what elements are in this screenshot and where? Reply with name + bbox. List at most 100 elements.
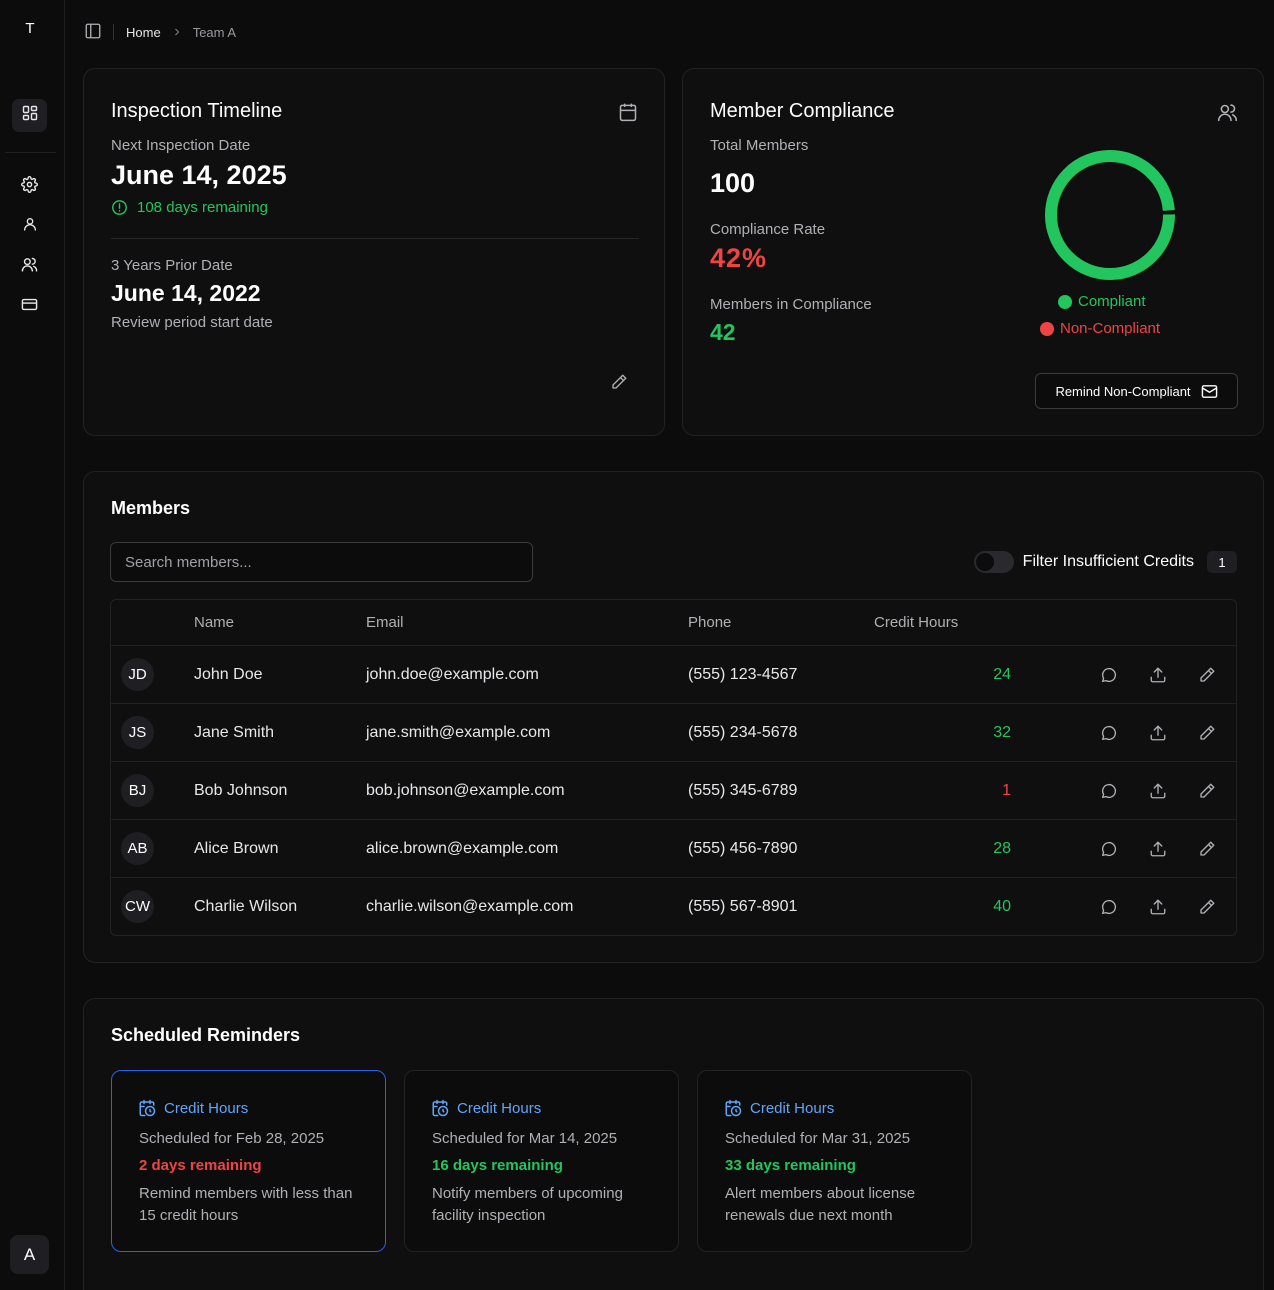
- members-in-compliance-label: Members in Compliance: [710, 296, 872, 313]
- member-avatar: CW: [121, 890, 154, 923]
- credit-card-icon: [21, 296, 38, 318]
- filter-toggle[interactable]: [973, 551, 1014, 573]
- member-credit-hours: 28: [993, 839, 1011, 857]
- sidebar-item-settings[interactable]: [12, 170, 47, 203]
- sidebar-item-profile[interactable]: [12, 210, 47, 243]
- reminder-description: Notify members of upcoming facility insp…: [432, 1185, 623, 1224]
- breadcrumb-current: Team A: [192, 24, 237, 40]
- column-header-phone[interactable]: Phone: [688, 614, 732, 631]
- user-avatar[interactable]: A: [10, 1235, 49, 1274]
- remind-button-label: Remind Non-Compliant: [1055, 383, 1191, 399]
- member-phone: (555) 234-5678: [688, 723, 798, 741]
- reminder-type: Credit Hours: [457, 1099, 542, 1117]
- calendar-icon: [617, 101, 639, 123]
- prior-date: June 14, 2022: [111, 280, 261, 306]
- member-credit-hours: 40: [993, 897, 1011, 915]
- edit-member-button[interactable]: [1197, 781, 1217, 801]
- calendar-clock-icon: [138, 1099, 156, 1117]
- message-circle-icon: [1100, 782, 1118, 800]
- toggle-knob: [975, 553, 994, 571]
- edit-inspection-button[interactable]: [608, 371, 630, 393]
- mail-icon: [1201, 383, 1218, 400]
- column-header-credit-hours[interactable]: Credit Hours: [874, 614, 959, 631]
- reminder-description: Alert members about license renewals due…: [725, 1185, 916, 1224]
- upload-icon: [1149, 782, 1167, 800]
- scheduled-reminders-card: Scheduled Reminders Credit Hours Schedul…: [83, 998, 1264, 1290]
- filter-count-badge: 1: [1207, 551, 1237, 573]
- message-member-button[interactable]: [1099, 781, 1119, 801]
- row-actions: [1099, 820, 1217, 877]
- breadcrumb: Home Team A: [126, 25, 236, 40]
- upload-button[interactable]: [1148, 665, 1168, 685]
- member-name: Bob Johnson: [194, 781, 288, 799]
- breadcrumb-home[interactable]: Home: [126, 24, 161, 40]
- message-circle-icon: [1100, 898, 1118, 916]
- member-avatar: JD: [121, 658, 154, 691]
- reminder-card[interactable]: Credit Hours Scheduled for Mar 14, 2025 …: [404, 1070, 679, 1252]
- member-phone: (555) 123-4567: [688, 665, 798, 683]
- pencil-icon: [1198, 840, 1216, 858]
- member-name: Jane Smith: [194, 723, 275, 741]
- row-actions: [1099, 878, 1217, 935]
- member-name: John Doe: [194, 665, 263, 683]
- message-member-button[interactable]: [1099, 897, 1119, 917]
- next-inspection-label: Next Inspection Date: [111, 137, 251, 154]
- member-email: jane.smith@example.com: [366, 723, 551, 741]
- calendar-clock-icon: [431, 1099, 449, 1117]
- message-member-button[interactable]: [1099, 839, 1119, 859]
- compliance-title: Member Compliance: [710, 100, 895, 122]
- sidebar-toggle-button[interactable]: [83, 22, 103, 42]
- upload-icon: [1149, 840, 1167, 858]
- upload-icon: [1149, 666, 1167, 684]
- edit-member-button[interactable]: [1197, 839, 1217, 859]
- column-header-email[interactable]: Email: [366, 614, 404, 631]
- compliance-donut-chart: [1045, 150, 1175, 280]
- remind-non-compliant-button[interactable]: Remind Non-Compliant: [1035, 373, 1238, 409]
- column-header-name[interactable]: Name: [194, 614, 235, 631]
- member-name: Alice Brown: [194, 839, 279, 857]
- reminder-type: Credit Hours: [750, 1099, 835, 1117]
- reminder-days-remaining: 2 days remaining: [139, 1157, 262, 1174]
- reminder-scheduled: Scheduled for Mar 14, 2025: [432, 1130, 618, 1147]
- reminder-type: Credit Hours: [164, 1099, 249, 1117]
- pencil-icon: [610, 373, 628, 391]
- compliance-rate-value: 42%: [710, 243, 768, 273]
- upload-button[interactable]: [1148, 839, 1168, 859]
- users-icon: [21, 256, 38, 278]
- reminder-days-remaining: 16 days remaining: [432, 1157, 563, 1174]
- search-members-input[interactable]: [110, 542, 533, 582]
- reminder-card[interactable]: Credit Hours Scheduled for Mar 31, 2025 …: [697, 1070, 972, 1252]
- reminder-days-remaining: 33 days remaining: [725, 1157, 856, 1174]
- topbar-divider: [113, 24, 114, 40]
- review-note: Review period start date: [111, 314, 273, 331]
- upload-button[interactable]: [1148, 897, 1168, 917]
- reminders-title: Scheduled Reminders: [111, 1025, 301, 1045]
- edit-member-button[interactable]: [1197, 665, 1217, 685]
- member-email: bob.johnson@example.com: [366, 781, 565, 799]
- top-bar: Home Team A: [83, 22, 236, 42]
- table-row: AB Alice Brown alice.brown@example.com (…: [111, 819, 1236, 877]
- member-email: alice.brown@example.com: [366, 839, 559, 857]
- message-member-button[interactable]: [1099, 723, 1119, 743]
- sidebar-item-billing[interactable]: [12, 290, 47, 323]
- table-row: JS Jane Smith jane.smith@example.com (55…: [111, 703, 1236, 761]
- upload-button[interactable]: [1148, 781, 1168, 801]
- total-members-label: Total Members: [710, 137, 809, 154]
- sidebar-item-dashboard[interactable]: [12, 99, 47, 132]
- table-row: JD John Doe john.doe@example.com (555) 1…: [111, 645, 1236, 703]
- edit-member-button[interactable]: [1197, 897, 1217, 917]
- table-header: Name Email Phone Credit Hours: [111, 600, 1236, 645]
- members-title: Members: [111, 498, 191, 518]
- member-email: charlie.wilson@example.com: [366, 897, 574, 915]
- donut-compliant-arc: [1045, 150, 1175, 280]
- pencil-icon: [1198, 724, 1216, 742]
- reminder-card[interactable]: Credit Hours Scheduled for Feb 28, 2025 …: [111, 1070, 386, 1252]
- message-circle-icon: [1100, 666, 1118, 684]
- upload-button[interactable]: [1148, 723, 1168, 743]
- edit-member-button[interactable]: [1197, 723, 1217, 743]
- sidebar-item-members[interactable]: [12, 250, 47, 283]
- gear-icon: [21, 175, 38, 198]
- message-member-button[interactable]: [1099, 665, 1119, 685]
- members-table: Name Email Phone Credit Hours JD John Do…: [110, 599, 1237, 936]
- row-actions: [1099, 762, 1217, 819]
